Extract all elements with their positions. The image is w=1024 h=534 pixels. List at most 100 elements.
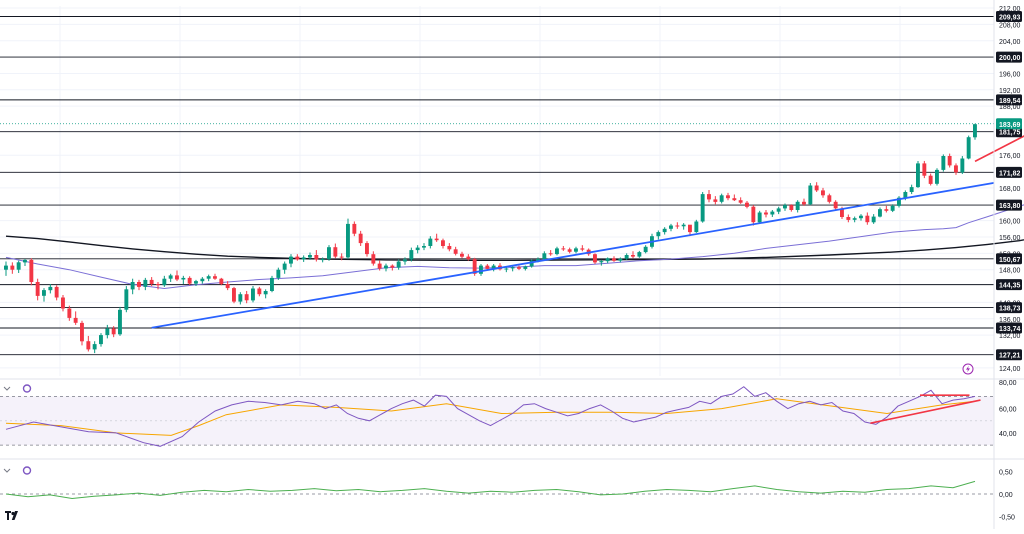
candle[interactable] [897,196,901,208]
candle[interactable] [960,156,965,175]
candle[interactable] [827,193,832,204]
candle[interactable] [441,238,445,249]
candle[interactable] [821,187,825,198]
candle[interactable] [333,243,338,259]
candle[interactable] [789,204,794,212]
candle[interactable] [80,320,84,346]
candle[interactable] [928,173,933,186]
candle[interactable] [548,250,553,256]
candle[interactable] [73,311,78,325]
candle[interactable] [143,277,148,291]
candle[interactable] [783,203,787,211]
candle[interactable] [23,259,27,267]
candle[interactable] [973,123,977,140]
candle[interactable] [542,251,547,261]
candle[interactable] [631,251,635,259]
candle[interactable] [396,259,401,270]
candle[interactable] [656,230,661,240]
candle[interactable] [726,192,730,201]
candle[interactable] [745,201,749,209]
candle[interactable] [966,135,971,160]
price-axis[interactable]: 212,00 208,00 204,00 196,00 192,00 188,00 176,… [993,0,1021,529]
candle[interactable] [371,251,376,266]
candle[interactable] [320,257,325,263]
candle[interactable] [327,245,331,261]
candle[interactable] [865,212,870,225]
candle[interactable] [871,214,876,224]
candle[interactable] [814,182,819,193]
candle[interactable] [263,289,268,299]
candle[interactable] [833,200,838,211]
candle[interactable] [48,284,53,294]
candle[interactable] [941,154,946,172]
candle[interactable] [339,253,344,261]
candle[interactable] [213,273,217,280]
candle[interactable] [67,305,72,321]
candle[interactable] [618,257,623,263]
candle[interactable] [168,273,173,282]
candle[interactable] [200,277,205,284]
candle[interactable] [612,256,616,262]
chevron-down-icon[interactable] [3,468,11,473]
candle[interactable] [118,306,122,336]
candle[interactable] [42,288,46,302]
chevron-down-icon[interactable] [3,386,11,391]
candle[interactable] [662,227,667,235]
candle[interactable] [181,275,186,285]
candle[interactable] [365,241,369,257]
candle[interactable] [156,281,160,290]
candle[interactable] [282,261,287,274]
candle[interactable] [54,285,59,301]
candle[interactable] [859,214,863,221]
candle[interactable] [314,250,319,262]
candle[interactable] [390,264,395,271]
candle[interactable] [29,258,34,286]
candle[interactable] [301,255,306,262]
candle[interactable] [308,252,312,260]
candle[interactable] [954,163,958,175]
candle[interactable] [434,233,439,242]
candle[interactable] [599,259,604,266]
candle[interactable] [92,341,97,354]
candle[interactable] [358,230,363,246]
candle[interactable] [86,335,91,352]
candle[interactable] [124,286,129,313]
candle[interactable] [251,286,255,303]
candle[interactable] [523,265,528,271]
candle[interactable] [206,274,211,282]
candle[interactable] [409,247,414,262]
candle[interactable] [10,262,15,274]
candle[interactable] [732,194,737,202]
candle[interactable] [719,193,724,204]
candle[interactable] [878,207,882,218]
candle[interactable] [852,216,857,223]
horizontal-levels[interactable] [0,16,994,356]
candle[interactable] [428,236,433,249]
candle[interactable] [460,251,464,259]
candle[interactable] [479,263,483,276]
candle[interactable] [111,326,116,338]
candle[interactable] [922,160,927,179]
candle[interactable] [738,197,743,204]
candle[interactable] [580,245,585,252]
rsi-support-line[interactable] [870,399,981,424]
candle[interactable] [795,200,800,213]
candle[interactable] [466,254,471,261]
candle[interactable] [352,221,357,237]
candle[interactable] [574,246,578,254]
candle[interactable] [232,286,236,304]
indicator-settings-icon[interactable] [22,384,32,393]
candle[interactable] [447,243,452,252]
candle[interactable] [605,257,610,264]
candle[interactable] [567,247,572,254]
candle[interactable] [935,168,939,186]
candle[interactable] [257,286,262,297]
candle[interactable] [175,270,179,282]
candle[interactable] [776,206,781,215]
candle[interactable] [276,267,281,280]
chart-icons[interactable] [3,363,974,520]
candle[interactable] [219,277,224,286]
candle[interactable] [890,204,895,213]
